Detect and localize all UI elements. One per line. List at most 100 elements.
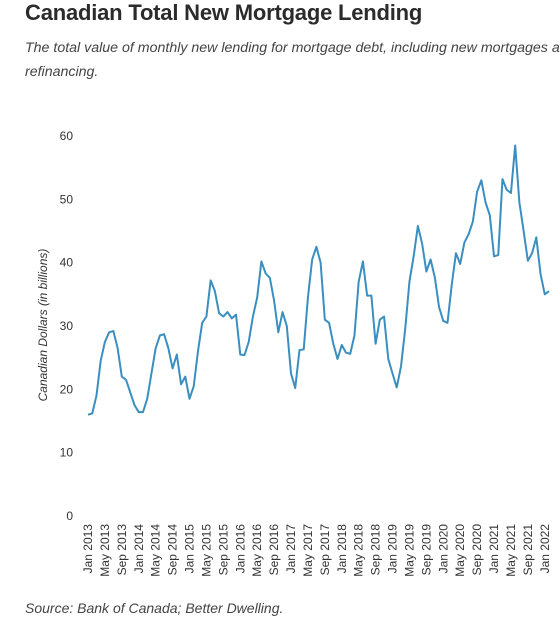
- data-point: [222, 316, 224, 318]
- x-tick-label: May 2015: [199, 524, 213, 577]
- data-point: [315, 246, 317, 248]
- x-tick-label: Sep 2014: [166, 524, 180, 576]
- data-point: [341, 344, 343, 346]
- data-point: [430, 259, 432, 261]
- data-point: [303, 348, 305, 350]
- data-point: [231, 317, 233, 319]
- data-point: [434, 276, 436, 278]
- data-point: [459, 263, 461, 265]
- data-point: [392, 373, 394, 375]
- data-point: [489, 214, 491, 216]
- data-point: [138, 411, 140, 413]
- data-point: [442, 320, 444, 322]
- data-point: [383, 316, 385, 318]
- data-point: [362, 260, 364, 262]
- data-point: [180, 383, 182, 385]
- x-tick-label: Jan 2016: [233, 524, 247, 574]
- x-tick-label: Jan 2014: [132, 524, 146, 574]
- data-point: [548, 290, 550, 292]
- x-tick-label: May 2017: [301, 524, 315, 577]
- x-tick-label: May 2018: [352, 524, 366, 577]
- x-tick-label: Jan 2015: [183, 524, 197, 574]
- data-point: [100, 360, 102, 362]
- data-point: [252, 316, 254, 318]
- data-point: [243, 354, 245, 356]
- data-point: [214, 290, 216, 292]
- data-point: [129, 392, 131, 394]
- data-point: [485, 202, 487, 204]
- data-point: [455, 252, 457, 254]
- data-point: [493, 255, 495, 257]
- x-tick-label: May 2016: [250, 524, 264, 577]
- data-point: [366, 295, 368, 297]
- y-tick-label: 10: [60, 446, 74, 460]
- data-point: [480, 179, 482, 181]
- data-point: [370, 295, 372, 297]
- data-point: [172, 367, 174, 369]
- data-point: [535, 236, 537, 238]
- data-point: [353, 335, 355, 337]
- data-point: [294, 387, 296, 389]
- data-point: [248, 341, 250, 343]
- y-tick-label: 60: [60, 129, 74, 143]
- data-point: [425, 271, 427, 273]
- y-tick-label: 50: [60, 192, 74, 206]
- data-point: [527, 260, 529, 262]
- data-point: [95, 395, 97, 397]
- series-line: [87, 144, 550, 416]
- data-point: [358, 281, 360, 283]
- data-point: [260, 260, 262, 262]
- data-point: [497, 254, 499, 256]
- x-tick-label: Jan 2013: [81, 524, 95, 574]
- x-tick-label: Sep 2019: [419, 524, 433, 576]
- data-point: [290, 373, 292, 375]
- data-point: [205, 316, 207, 318]
- data-point: [328, 322, 330, 324]
- x-tick-label: May 2020: [453, 524, 467, 577]
- data-point: [337, 358, 339, 360]
- data-point: [286, 325, 288, 327]
- data-point: [269, 277, 271, 279]
- data-point: [163, 333, 165, 335]
- data-point: [417, 225, 419, 227]
- data-point: [298, 349, 300, 351]
- y-axis: 0 10 20 30 40 50 60: [60, 129, 74, 523]
- x-tick-label: Jan 2022: [538, 524, 552, 574]
- x-tick-label: Sep 2017: [318, 524, 332, 576]
- data-point: [146, 398, 148, 400]
- series-group: [87, 144, 550, 416]
- data-point: [476, 191, 478, 193]
- data-point: [379, 319, 381, 321]
- data-point: [506, 189, 508, 191]
- data-point: [210, 279, 212, 281]
- data-point: [396, 386, 398, 388]
- x-tick-label: Sep 2021: [521, 524, 535, 576]
- y-axis-label: Canadian Dollars (in billions): [36, 249, 50, 402]
- data-point: [112, 330, 114, 332]
- data-point: [413, 255, 415, 257]
- data-point: [523, 230, 525, 232]
- y-tick-label: 40: [60, 256, 74, 270]
- data-point: [121, 376, 123, 378]
- data-point: [125, 379, 127, 381]
- y-tick-label: 30: [60, 319, 74, 333]
- data-point: [544, 293, 546, 295]
- data-point: [239, 354, 241, 356]
- data-point: [142, 411, 144, 413]
- data-point: [463, 241, 465, 243]
- y-tick-label: 20: [60, 382, 74, 396]
- data-point: [311, 259, 313, 261]
- x-tick-label: Jan 2017: [284, 524, 298, 574]
- data-point: [159, 335, 161, 337]
- data-point: [451, 284, 453, 286]
- x-tick-label: Sep 2020: [470, 524, 484, 576]
- data-point: [387, 358, 389, 360]
- data-point: [87, 414, 89, 416]
- data-point: [167, 347, 169, 349]
- data-point: [150, 373, 152, 375]
- data-point: [235, 314, 237, 316]
- x-axis: Jan 2013 May 2013 Sep 2013 Jan 2014 May 2014…: [81, 524, 552, 577]
- y-tick-label: 0: [66, 509, 73, 523]
- data-point: [472, 221, 474, 223]
